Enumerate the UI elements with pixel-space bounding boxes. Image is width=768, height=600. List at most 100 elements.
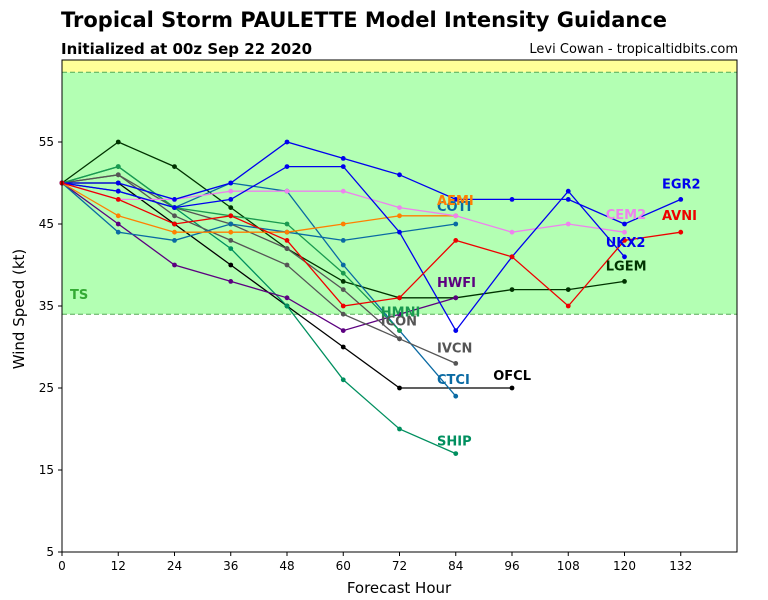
data-point-ctci	[453, 393, 459, 399]
data-point-coti	[172, 238, 177, 243]
data-point-icon	[284, 246, 290, 252]
y-tick-label: 55	[39, 135, 54, 149]
data-point-ivcn	[228, 238, 234, 243]
data-point-ship	[453, 451, 459, 456]
series-label-coti: COTI	[437, 200, 471, 215]
series-line-avni	[61, 182, 681, 307]
x-tick-label: 72	[392, 559, 407, 573]
data-point-egr2	[284, 139, 290, 145]
data-point-icon	[397, 336, 402, 342]
x-tick-label: 60	[336, 559, 351, 573]
series-line-hwfi	[61, 182, 456, 332]
series-label-ukx2: UKX2	[606, 236, 646, 251]
x-tick-label: 96	[504, 559, 519, 573]
data-point-hmni	[284, 221, 290, 227]
data-point-cem2	[565, 221, 571, 227]
model-lines	[61, 141, 682, 455]
data-point-egr2	[228, 180, 234, 186]
data-point-icon	[340, 287, 346, 292]
data-point-ofcl	[340, 344, 346, 350]
x-axis-label: Forecast Hour	[347, 579, 452, 597]
data-point-lgem	[622, 279, 627, 284]
data-point-ship	[340, 377, 346, 383]
data-point-ofcl	[397, 385, 402, 391]
data-point-aemi	[340, 221, 346, 227]
data-point-lgem	[172, 164, 177, 170]
data-point-ofcl	[228, 262, 234, 268]
chart-subtitle: Initialized at 00z Sep 22 2020	[61, 40, 313, 58]
x-tick-label: 36	[223, 559, 238, 573]
data-point-ukx2	[565, 188, 571, 194]
series-line-egr2	[62, 141, 682, 225]
x-tick-label: 48	[279, 559, 294, 573]
data-point-hmni	[340, 270, 346, 276]
data-point-avni	[622, 238, 627, 243]
series-label-avni: AVNI	[662, 209, 697, 224]
data-point-aemi	[172, 229, 177, 235]
data-point-hmni	[115, 164, 121, 170]
data-point-egr2	[340, 156, 346, 161]
data-point-aemi	[284, 229, 290, 235]
data-point-ship	[284, 303, 290, 309]
intensity-bands: TS	[62, 60, 737, 315]
data-point-ivcn	[453, 361, 459, 366]
data-point-ukx2	[284, 164, 290, 170]
series-label-hwfi: HWFI	[437, 276, 476, 291]
data-point-hmni	[397, 328, 402, 333]
data-point-ship	[228, 246, 234, 252]
x-tick-label: 12	[111, 559, 126, 573]
data-point-avni	[565, 303, 571, 309]
data-point-coti	[115, 229, 121, 235]
x-tick-label: 84	[448, 559, 463, 573]
data-point-avni	[509, 254, 515, 260]
y-axis-label: Wind Speed (kt)	[10, 249, 28, 370]
data-point-egr2	[678, 197, 684, 202]
y-tick-label: 5	[46, 545, 54, 559]
data-point-egr2	[115, 180, 121, 186]
series-label-hmni: HMNI	[381, 306, 421, 321]
data-point-ivcn	[172, 213, 177, 219]
data-point-ivcn	[284, 262, 290, 268]
chart-title: Tropical Storm PAULETTE Model Intensity …	[61, 8, 668, 32]
data-point-ship	[397, 426, 402, 432]
x-tick-label: 24	[167, 559, 182, 573]
series-label-aemi: AEMI	[437, 194, 474, 209]
data-point-hwfi	[397, 311, 402, 317]
series-label-egr2: EGR2	[662, 178, 701, 193]
series-label-ofcl: OFCL	[493, 369, 531, 384]
data-point-aemi	[397, 213, 402, 219]
data-point-cem2	[228, 188, 234, 194]
series-line-ivcn	[61, 174, 457, 364]
data-point-cem2	[622, 229, 627, 235]
data-point-avni	[340, 303, 346, 309]
data-point-egr2	[397, 172, 402, 178]
data-point-ukx2	[622, 254, 627, 260]
series-line-aemi	[61, 182, 456, 233]
data-point-hwfi	[284, 295, 290, 301]
data-point-lgem	[115, 139, 121, 145]
data-point-avni	[115, 197, 121, 202]
data-point-avni	[397, 295, 402, 301]
axes: 0 12 24 36 48 60 72 84 96 108 120 132 5 15 25 35 45 55	[39, 59, 738, 573]
data-point-lgem	[509, 287, 515, 292]
data-point-ivcn	[340, 311, 346, 317]
data-point-hwfi	[340, 328, 346, 333]
y-tick-label: 45	[39, 217, 54, 231]
x-tick-label: 132	[669, 559, 692, 573]
x-tick-label: 120	[613, 559, 636, 573]
band-ts	[62, 72, 737, 315]
data-point-cem2	[397, 205, 402, 211]
data-point-egr2	[509, 197, 515, 202]
data-point-ukx2	[340, 164, 346, 170]
data-point-ukx2	[115, 188, 121, 194]
y-tick-label: 35	[39, 299, 54, 313]
y-tick-label: 15	[39, 463, 54, 477]
data-point-ukx2	[397, 229, 402, 235]
data-point-ctci	[340, 262, 346, 268]
data-point-aemi	[115, 213, 121, 219]
data-point-hwfi	[172, 262, 177, 268]
data-point-hwfi	[228, 279, 234, 284]
series-label-ivcn: IVCN	[437, 342, 472, 357]
